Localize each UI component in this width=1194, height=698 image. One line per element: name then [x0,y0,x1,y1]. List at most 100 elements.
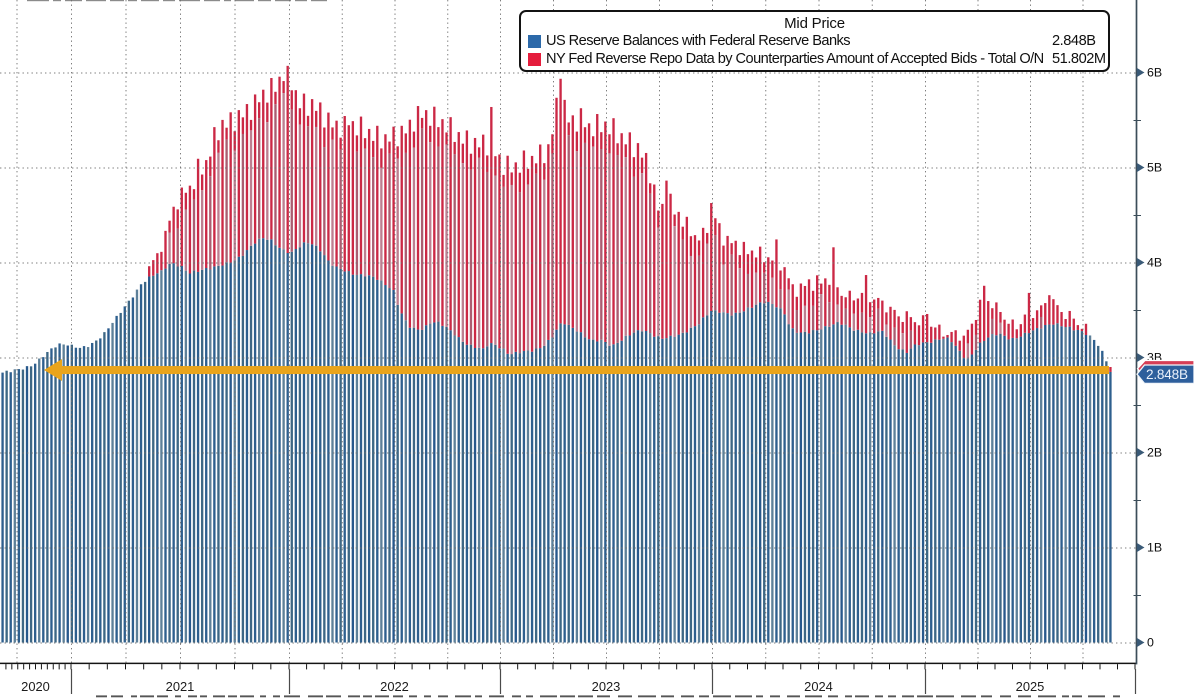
bar-reserve-balances [706,315,709,643]
y-axis-label: 2B [1147,446,1162,460]
bar-reserve-balances [734,312,737,643]
bar-reverse-repo [771,260,774,278]
bar-reverse-repo [351,121,355,275]
bar-reserve-balances [286,253,289,643]
bar-reverse-repo [677,211,680,335]
bar-reverse-repo [249,130,253,246]
legend-row-reserve-balances[interactable]: US Reserve Balances with Federal Reserve… [521,33,1108,50]
bar-reverse-repo [543,163,546,180]
bar-reserve-balances [689,327,693,643]
bar-reverse-repo [881,300,884,331]
bar-reverse-repo [534,173,538,349]
bar-reserve-balances [738,312,741,643]
bar-reverse-repo [192,199,196,271]
bar-reverse-repo [706,232,709,244]
bar-reverse-repo [714,218,717,236]
bar-reverse-repo [424,110,428,326]
cropped-bottom-text-remnant [540,695,557,698]
bar-reverse-repo [1044,303,1047,326]
bar-reserve-balances [534,348,538,643]
bar-reserve-balances [257,238,261,643]
bar-reserve-balances [115,315,118,643]
y-tick-arrow [1137,638,1145,647]
bar-reverse-repo [673,226,676,337]
bar-reverse-repo [600,132,603,150]
bar-reverse-repo [319,102,322,252]
bar-reserve-balances [677,334,680,643]
bar-reverse-repo [355,151,359,275]
bar-reverse-repo [828,302,831,327]
bar-reverse-repo [282,81,285,94]
bar-reverse-repo [571,115,574,328]
bar-reverse-repo [767,257,770,302]
bar-reserve-balances [237,256,240,643]
bar-reverse-repo [930,326,933,343]
bar-reverse-repo [567,135,570,325]
bar-reverse-repo [868,302,872,318]
bar-reserve-balances [74,347,78,643]
bar-reverse-repo [1109,367,1112,372]
bar-reserve-balances [62,344,65,643]
bar-reverse-repo [449,117,452,331]
bar-reserve-balances [995,335,998,643]
bar-reverse-repo [681,226,684,240]
bar-reserve-balances [253,243,257,643]
bar-reserve-balances [347,271,350,643]
cropped-title-remnant [258,0,271,2]
bar-reserve-balances [441,325,444,643]
bar-reserve-balances [1092,339,1096,643]
bar-reserve-balances [408,327,412,643]
bar-reserve-balances [754,304,758,643]
legend-row-reverse-repo[interactable]: NY Fed Reverse Repo Data by Counterparti… [521,51,1108,68]
bar-reverse-repo [734,240,737,313]
cropped-bottom-text-remnant [875,695,883,698]
bar-reserve-balances [807,333,811,643]
bar-reserve-balances [339,268,342,643]
bar-reverse-repo [795,296,798,311]
bar-reserve-balances [909,348,913,643]
bar-reserve-balances [510,354,513,643]
legend-label-reserve-balances: US Reserve Balances with Federal Reserve… [546,33,851,49]
bar-reserve-balances [567,324,570,643]
cropped-bottom-text-remnant [260,695,266,698]
bar-reverse-repo [649,193,652,334]
bar-reverse-repo [775,239,778,308]
year-label: 2024 [804,679,833,694]
annotation-arrow-shaft [60,366,1109,375]
bar-reserve-balances [905,352,908,643]
cropped-bottom-text-remnant [512,695,521,698]
bar-reserve-balances [946,337,949,643]
bar-reverse-repo [714,235,717,311]
bar-reserve-balances [424,325,428,643]
cropped-title-remnant [235,0,254,2]
y-tick-arrow [1137,353,1145,362]
bar-reverse-repo [372,157,375,277]
bar-reserve-balances [1097,345,1100,643]
bar-reverse-repo [539,144,542,349]
bar-reverse-repo [987,301,990,338]
bar-reverse-repo [498,154,501,349]
y-axis-label: 0 [1147,636,1154,650]
bar-reserve-balances [103,332,106,643]
bar-reverse-repo [355,135,359,152]
cropped-bottom-text-remnant [981,695,992,698]
bar-reserve-balances [180,265,183,643]
bar-reserve-balances [575,331,579,643]
cropped-title-remnant [311,0,327,2]
bar-reserve-balances [1044,325,1047,643]
bar-reserve-balances [306,243,310,643]
cropped-bottom-text-remnant [1062,695,1069,698]
bar-reserve-balances [380,280,383,643]
bar-reserve-balances [974,349,978,643]
bar-reverse-repo [502,174,505,187]
bar-reserve-balances [563,324,566,643]
legend-value-reserve-balances: 2.848B [1052,33,1096,49]
bar-reverse-repo [832,247,835,325]
bar-reserve-balances [404,320,407,643]
bar-reverse-repo [477,157,481,348]
bar-reverse-repo [958,340,961,351]
bar-reverse-repo [991,308,994,319]
bar-reserve-balances [881,330,884,643]
bar-reverse-repo [1023,314,1027,333]
bar-reverse-repo [388,141,391,154]
